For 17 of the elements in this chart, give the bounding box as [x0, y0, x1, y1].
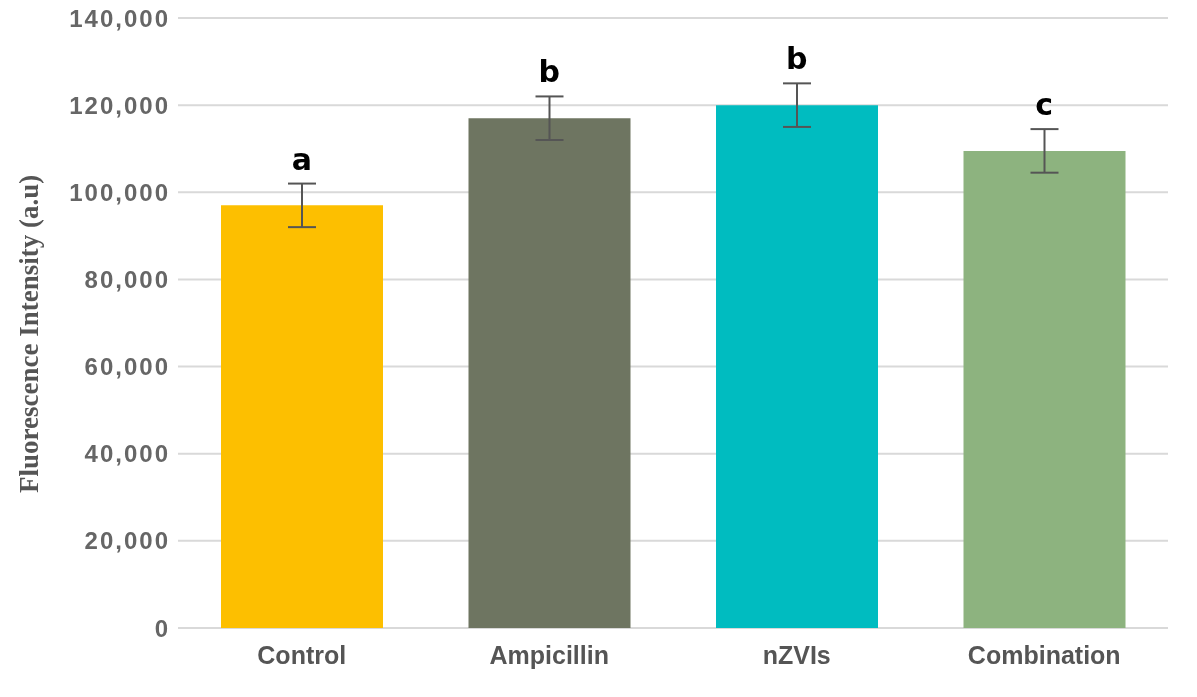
y-tick-label: 140,000	[69, 4, 170, 32]
y-tick-label: 60,000	[84, 353, 170, 381]
y-axis-title: Fluorescence Intensity (a.u)	[13, 174, 44, 493]
y-tick-label: 20,000	[84, 527, 170, 555]
x-tick-label: Control	[257, 640, 347, 669]
annotation: b	[786, 41, 808, 77]
x-tick-label: Combination	[967, 640, 1121, 669]
y-tick-label: 100,000	[69, 178, 170, 206]
x-tick-label: nZVIs	[762, 640, 831, 669]
annotation: a	[291, 141, 312, 177]
x-tick-label: Ampicillin	[489, 640, 609, 669]
y-tick-label: 120,000	[69, 91, 170, 119]
y-tick-label: 80,000	[84, 265, 170, 293]
annotation: b	[538, 54, 560, 90]
annotation: c	[1035, 87, 1054, 123]
y-tick-label: 40,000	[84, 440, 170, 468]
y-tick-label: 0	[154, 614, 170, 642]
